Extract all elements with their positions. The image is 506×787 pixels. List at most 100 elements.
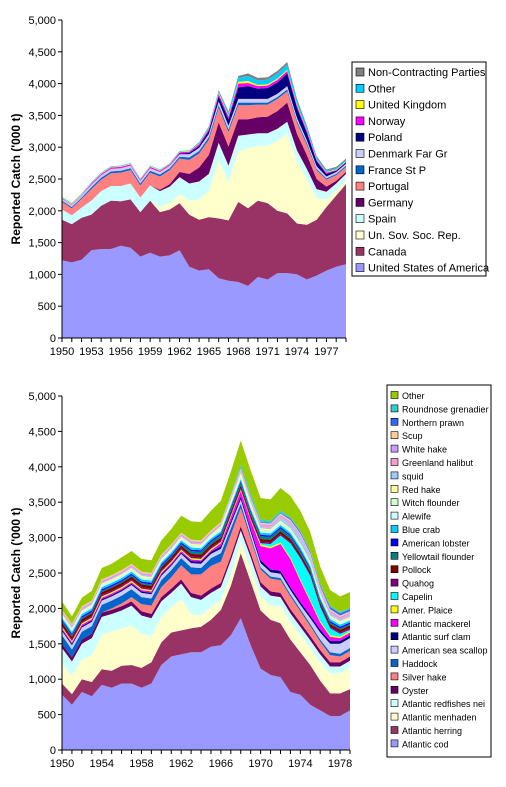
legend-swatch	[355, 181, 365, 191]
legend-label: Witch flounder	[402, 498, 460, 508]
y-tick-label: 1,500	[28, 639, 56, 651]
area-series-5	[62, 526, 350, 667]
y-tick-label: 0	[50, 745, 56, 757]
legend-label: Blue crab	[402, 525, 440, 535]
legend-label: Northern prawn	[402, 418, 464, 428]
area-series-8	[62, 499, 350, 654]
legend-label: Non-Contracting Parties	[368, 67, 486, 79]
legend-swatch	[390, 565, 399, 574]
y-tick-label: 4,000	[28, 79, 56, 91]
legend-swatch	[355, 132, 365, 142]
legend-swatch	[390, 699, 399, 708]
legend-label: Spain	[368, 214, 396, 226]
legend-swatch	[390, 592, 399, 600]
legend-swatch	[390, 431, 399, 440]
legend-label: Atlantic cod	[402, 739, 449, 749]
area-series-10	[62, 70, 346, 206]
legend-swatch	[355, 67, 365, 77]
area-series-4	[62, 121, 346, 225]
legend-label: Other	[402, 391, 425, 401]
x-tick-label: 1977	[314, 346, 338, 358]
y-tick-label: 3,500	[28, 110, 56, 122]
legend-label: Poland	[368, 132, 402, 144]
legend-label: Greenland halibut	[402, 458, 474, 468]
x-tick-label: 1950	[50, 346, 74, 358]
legend-label: Denmark Far Gr	[368, 149, 448, 161]
legend-label: Scup	[402, 431, 423, 441]
legend-swatch	[390, 618, 399, 627]
y-tick-label: 5,000	[28, 15, 56, 27]
legend-swatch	[355, 116, 365, 126]
legend-swatch	[355, 198, 365, 207]
area-series-2	[62, 184, 346, 286]
area-series-3	[62, 133, 346, 225]
area-series-9	[62, 73, 346, 206]
legend-swatch	[390, 404, 399, 413]
legend-swatch	[390, 605, 399, 614]
area-series-7	[62, 503, 350, 658]
y-tick-label: 2,500	[28, 174, 56, 186]
y-tick-label: 1,000	[28, 269, 56, 281]
legend: Other Roundnose grenadier Northern prawn Sc…	[386, 384, 492, 758]
x-tick-label: 1956	[109, 346, 133, 358]
y-tick-label: 4,500	[28, 426, 56, 438]
y-tick-label: 500	[38, 710, 56, 722]
legend-label: Capelin	[402, 592, 433, 602]
legend-swatch	[390, 632, 399, 641]
legend-swatch	[390, 685, 399, 694]
legend-label: Norway	[368, 116, 406, 128]
legend-swatch	[390, 672, 399, 681]
legend-label: Atlantic herring	[402, 726, 462, 736]
legend-label: Germany	[368, 197, 414, 209]
legend-swatch	[355, 247, 365, 256]
legend-swatch	[355, 84, 365, 93]
y-tick-label: 0	[50, 333, 56, 345]
legend-label: United States of America	[368, 263, 490, 275]
legend-box	[386, 384, 492, 758]
area-series-6	[62, 507, 350, 663]
legend-swatch	[390, 498, 399, 507]
x-tick-label: 1968	[226, 346, 250, 358]
y-tick-label: 3,000	[28, 142, 56, 154]
legend-swatch	[390, 417, 399, 426]
y-tick-label: 1,000	[28, 674, 56, 686]
legend-swatch	[355, 100, 365, 109]
chart-2: 0 500 1,000 1,500 2,000 2,500 3,000 3,500 4,000 4…	[9, 384, 492, 770]
legend-label: Atlantic redfishes nei	[402, 699, 485, 709]
legend-label: squid	[402, 471, 424, 481]
legend-label: Un. Sov. Soc. Rep.	[368, 230, 461, 242]
legend-swatch	[355, 263, 365, 272]
legend-swatch	[390, 484, 399, 493]
legend-label: Quahog	[402, 579, 434, 589]
legend-swatch	[390, 659, 399, 667]
legend-label: Pollock	[402, 565, 432, 575]
area-series-1	[62, 245, 346, 338]
legend-label: Roundnose grenadier	[402, 404, 489, 414]
legend-label: Portugal	[368, 181, 409, 193]
y-axis-label: Reported Catch ('000 t)	[9, 508, 23, 639]
legend-label: Atlantic surf clam	[402, 632, 471, 642]
legend-label: American sea scallop	[402, 646, 488, 656]
legend: Non-Contracting Parties Other United Kingd…	[351, 61, 490, 277]
legend-swatch	[390, 525, 399, 533]
legend-label: Alewife	[402, 512, 431, 522]
y-axis-label: Reported Catch ('000 t)	[9, 114, 23, 245]
legend-label: United Kingdom	[368, 100, 446, 112]
area-series-10	[62, 490, 350, 644]
legend-label: Atlantic menhaden	[402, 713, 477, 723]
y-tick-label: 2,500	[28, 568, 56, 580]
legend-label: Other	[368, 83, 396, 95]
area-series-4	[62, 530, 350, 676]
y-tick-label: 3,500	[28, 497, 56, 509]
legend-label: Red hake	[402, 485, 441, 495]
y-tick-label: 2,000	[28, 206, 56, 218]
legend-swatch	[390, 645, 399, 654]
legend-label: White hake	[402, 445, 447, 455]
legend-swatch	[390, 551, 399, 560]
legend-swatch	[390, 538, 399, 547]
legend-swatch	[390, 458, 399, 466]
x-tick-label: 1950	[50, 758, 74, 770]
x-tick-label: 1954	[89, 758, 113, 770]
legend-swatch	[390, 511, 399, 520]
area-series-6	[62, 91, 346, 216]
